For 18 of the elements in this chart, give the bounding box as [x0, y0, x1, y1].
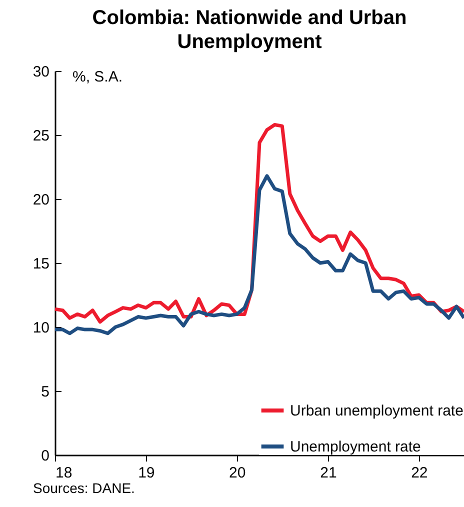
y-tick-label: 5	[41, 384, 50, 400]
y-tick-label: 0	[41, 448, 50, 464]
y-tick-label: 30	[32, 64, 50, 80]
y-tick-label: 10	[32, 320, 50, 336]
y-axis-title: %, S.A.	[72, 68, 123, 86]
x-tick-label: 22	[411, 464, 428, 482]
legend-label: Unemployment rate	[290, 438, 421, 456]
legend-label: Urban unemployment rate	[290, 402, 464, 420]
source-note: Sources: DANE.	[33, 480, 135, 496]
y-tick-label: 25	[32, 128, 50, 144]
y-tick-label: 20	[32, 192, 50, 208]
x-tick-label: 18	[56, 464, 72, 482]
chart-title: Colombia: Nationwide and Urban Unemployment	[92, 7, 407, 53]
x-tick-label: 19	[138, 464, 155, 482]
x-tick-label: 21	[320, 464, 337, 482]
x-tick-label: 20	[228, 464, 246, 482]
y-tick-label: 15	[32, 256, 50, 272]
line-series	[53, 174, 464, 336]
